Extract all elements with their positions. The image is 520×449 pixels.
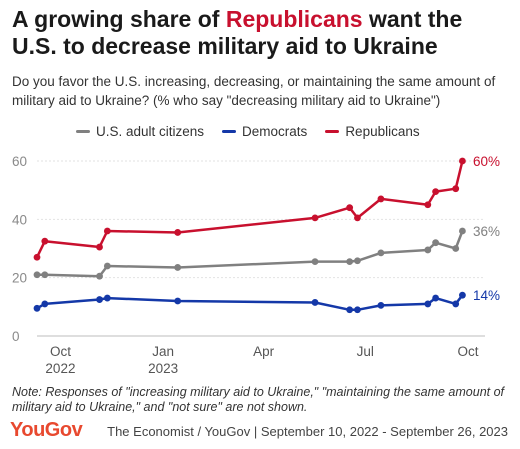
point-republicans-7: [354, 214, 361, 222]
line-chart: 0 20 40 60 Oct 2022 Jan 2023 Apr Jul Oct 36% 14% 60…: [12, 154, 500, 376]
title-part-2: want the U.S. to decrease military aid t…: [12, 6, 463, 59]
point-republicans-4: [174, 229, 182, 236]
legend-label-adults: U.S. adult citizens: [96, 123, 205, 139]
y-tick-label-20: 20: [12, 271, 27, 286]
point-adults-10: [432, 239, 440, 247]
point-adults-12: [459, 227, 466, 235]
point-republicans-1: [41, 237, 49, 245]
chart-source: The Economist / YouGov | September 10, 2…: [107, 424, 508, 439]
legend-label-republicans: Republicans: [345, 123, 420, 139]
point-democrats-6: [346, 306, 354, 314]
point-adults-2: [96, 272, 103, 280]
point-republicans-0: [33, 253, 41, 261]
series-line-republicans: [35, 160, 464, 258]
point-democrats-1: [41, 300, 49, 308]
point-adults-4: [174, 264, 182, 271]
legend-item-adults: U.S. adult citizens: [76, 124, 204, 139]
y-tick-label-60: 60: [12, 154, 27, 169]
point-democrats-3: [103, 294, 111, 302]
point-democrats-9: [424, 300, 432, 308]
point-democrats-2: [96, 296, 103, 303]
x-tick-label-2: Apr: [253, 344, 275, 359]
point-democrats-11: [452, 300, 460, 308]
y-tick-label-0: 0: [12, 329, 20, 344]
x-axis: Oct 2022 Jan 2023 Apr Jul Oct: [45, 344, 478, 376]
point-democrats-12: [459, 291, 466, 299]
point-adults-8: [377, 249, 385, 257]
legend-item-republicans: Republicans: [325, 123, 420, 139]
point-adults-7: [354, 257, 361, 265]
x-tick-label-4: Oct: [457, 344, 478, 359]
title-highlight: Republicans: [225, 6, 363, 32]
point-democrats-4: [174, 297, 182, 305]
point-democrats-0: [33, 304, 41, 312]
legend-swatch-adults: [76, 129, 90, 133]
point-adults-9: [424, 246, 432, 254]
point-republicans-8: [377, 195, 385, 203]
legend-swatch-democrats: [222, 129, 237, 133]
x-tick-label-1: Jan: [152, 344, 174, 359]
point-democrats-7: [354, 306, 361, 314]
point-adults-6: [346, 258, 354, 266]
y-tick-label-40: 40: [12, 212, 27, 227]
point-adults-11: [452, 245, 460, 252]
title-part-1: A growing share of: [12, 6, 226, 32]
legend-item-democrats: Democrats: [222, 124, 307, 139]
point-republicans-6: [346, 204, 354, 212]
end-labels: 36% 14% 60%: [473, 154, 500, 303]
end-label-democrats: 14%: [473, 288, 500, 303]
chart-subtitle: Do you favor the U.S. increasing, decrea…: [12, 74, 496, 108]
point-democrats-10: [432, 294, 440, 302]
x-tick-label-3: Jul: [357, 344, 374, 359]
yougov-logo: YouGov: [10, 419, 83, 441]
end-label-republicans: 60%: [473, 154, 500, 169]
legend-swatch-republicans: [325, 129, 340, 133]
x-tick-year-1: 2023: [148, 361, 178, 376]
x-tick-year-0: 2022: [45, 361, 75, 376]
point-republicans-3: [103, 227, 111, 235]
chart-title: A growing share of Republicans want the …: [12, 6, 512, 60]
series-layer: [33, 157, 466, 314]
legend-label-democrats: Democrats: [242, 123, 308, 139]
point-republicans-2: [96, 243, 103, 251]
grid-layer: 0 20 40 60: [12, 154, 485, 344]
point-democrats-8: [377, 301, 385, 309]
point-adults-0: [33, 271, 41, 279]
end-label-adults: 36%: [473, 224, 500, 239]
point-republicans-11: [452, 185, 460, 193]
point-adults-3: [103, 262, 111, 270]
point-republicans-12: [459, 157, 466, 165]
chart-note: Note: Responses of "increasing military …: [12, 385, 505, 414]
chart-legend: U.S. adult citizens Democrats Republican…: [76, 122, 438, 140]
point-republicans-9: [424, 201, 432, 209]
point-adults-5: [311, 258, 319, 266]
point-republicans-10: [432, 188, 440, 196]
point-adults-1: [41, 271, 49, 279]
point-democrats-5: [311, 299, 319, 306]
x-tick-label-0: Oct: [50, 344, 71, 359]
point-republicans-5: [311, 214, 319, 222]
series-line-adults: [37, 230, 464, 278]
